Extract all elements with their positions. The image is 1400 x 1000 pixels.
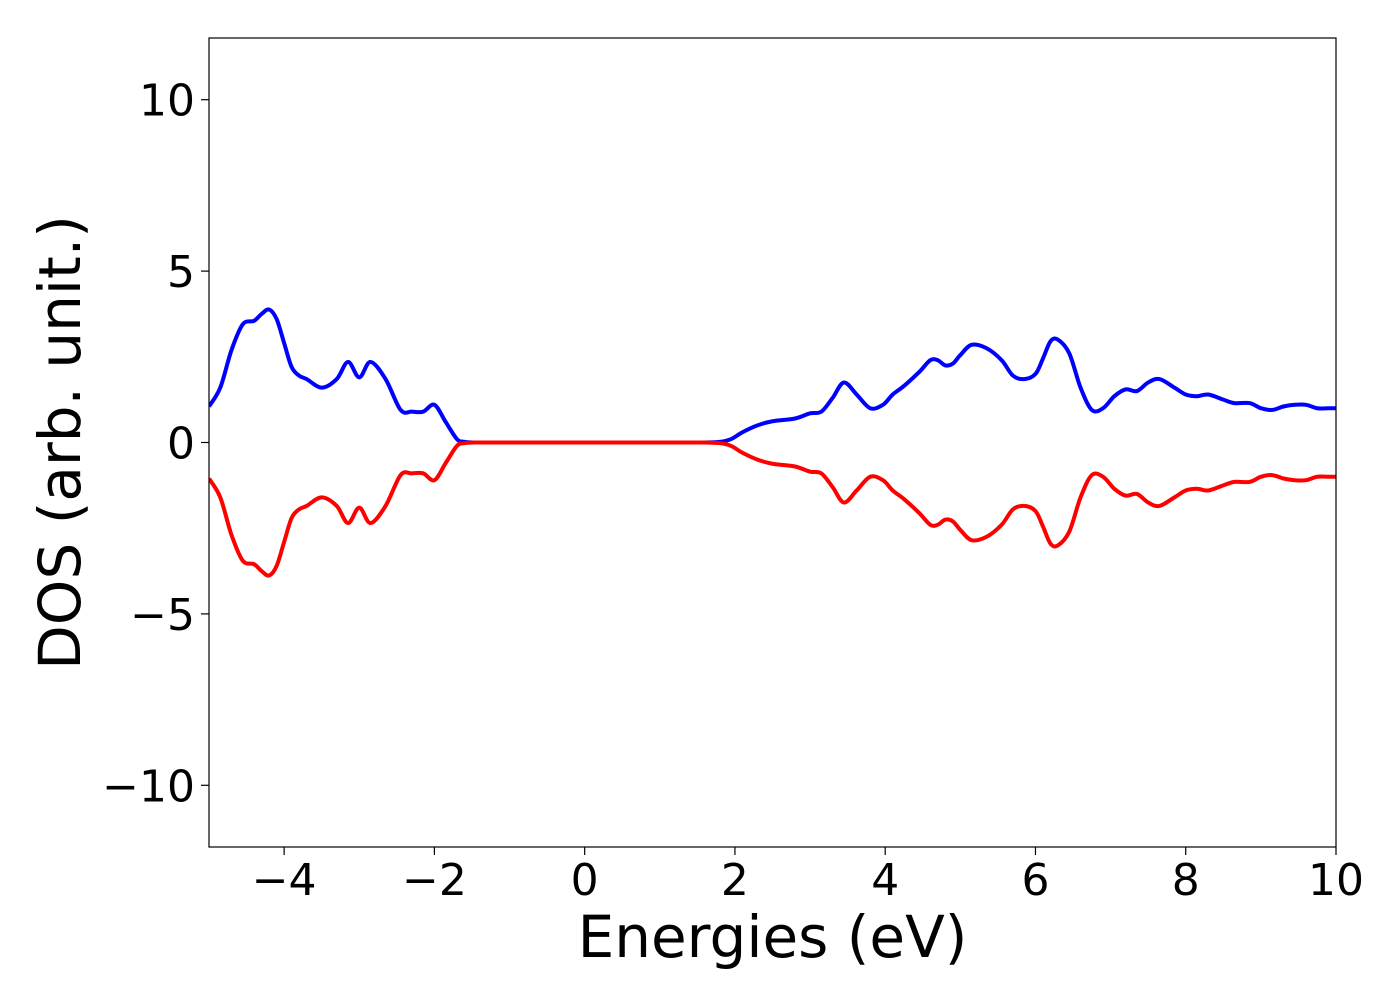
x-axis-label: Energies (eV) <box>578 903 968 971</box>
x-axis: −4 −2 0 2 4 6 8 10 <box>252 847 1364 906</box>
x-tick-label: 4 <box>871 855 899 906</box>
x-tick-label: −2 <box>402 855 467 906</box>
y-tick-label: 5 <box>167 247 195 298</box>
series-line-down <box>209 440 1336 578</box>
y-tick-label: −5 <box>130 590 195 641</box>
x-tick-label: −4 <box>252 855 317 906</box>
y-axis-label: DOS (arb. unit.) <box>26 215 94 670</box>
y-tick-label: 0 <box>167 419 195 470</box>
y-tick-label: 10 <box>139 76 195 127</box>
x-tick-label: 0 <box>571 855 599 906</box>
series-layer <box>209 307 1336 578</box>
y-axis: 10 5 0 −5 −10 <box>102 76 209 812</box>
x-tick-label: 2 <box>721 855 749 906</box>
plot-frame <box>208 37 1337 848</box>
x-tick-label: 6 <box>1021 855 1049 906</box>
y-tick-label: −10 <box>102 761 195 812</box>
series-line-up <box>209 307 1336 445</box>
x-tick-label: 10 <box>1308 855 1364 906</box>
x-tick-label: 8 <box>1172 855 1200 906</box>
